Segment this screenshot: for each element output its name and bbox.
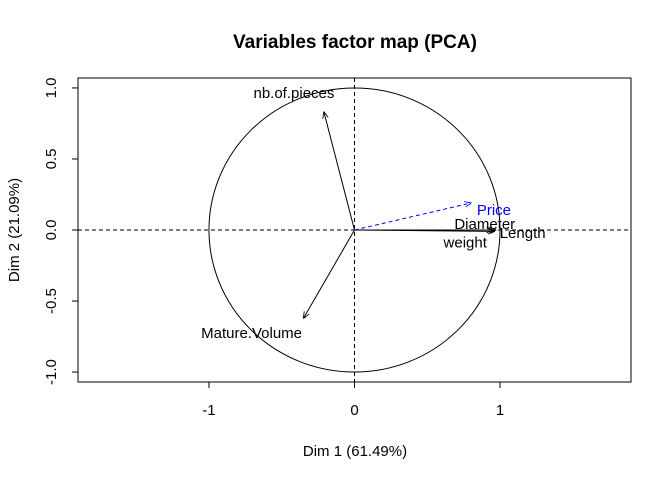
y-axis-title: Dim 2 (21.09%)	[6, 178, 23, 282]
x-tick-label: 1	[496, 402, 504, 419]
arrow-price	[354, 203, 471, 231]
label-weight: weight	[443, 234, 488, 251]
label-nb-of-pieces: nb.of.pieces	[253, 85, 334, 102]
y-tick-label: 1.0	[43, 78, 60, 99]
correlation-circle-layer	[208, 87, 501, 373]
arrow-mature-volume	[304, 229, 355, 318]
x-tick-label: 0	[350, 402, 358, 419]
x-axis-title: Dim 1 (61.49%)	[303, 443, 407, 460]
y-tick-label: 0.5	[43, 149, 60, 170]
y-tick-label: 0.0	[43, 220, 60, 241]
label-length: Length	[500, 225, 546, 242]
variable-arrows-layer	[304, 112, 496, 318]
y-tick-label: -0.5	[43, 288, 60, 314]
label-mature-volume: Mature.Volume	[201, 325, 302, 342]
x-tick-label: -1	[202, 402, 215, 419]
chart-title: Variables factor map (PCA)	[233, 32, 477, 53]
label-price: Price	[477, 202, 511, 219]
label-diameter: Diameter	[454, 216, 515, 233]
arrow-nb-of-pieces	[324, 112, 355, 231]
y-axis: -1.0 -0.5 0.0 0.5 1.0	[43, 78, 78, 385]
correlation-circle	[208, 87, 501, 373]
x-axis: -1 0 1	[202, 382, 504, 419]
y-tick-label: -1.0	[43, 359, 60, 385]
